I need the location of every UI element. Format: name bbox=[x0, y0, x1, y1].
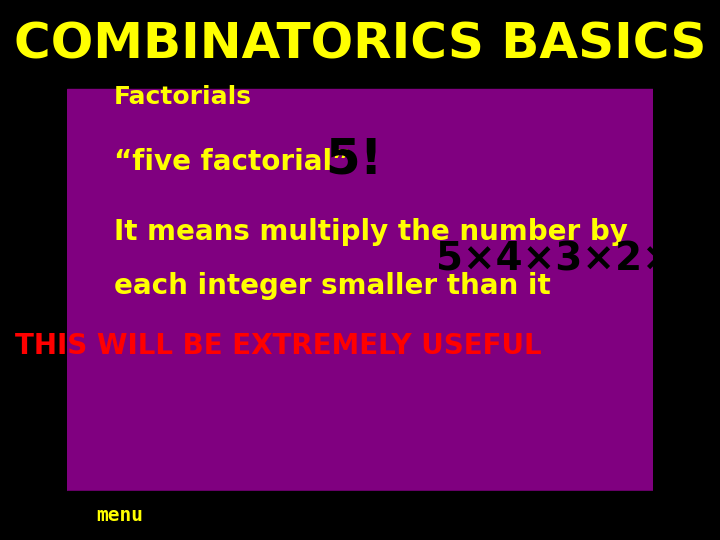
Bar bbox=[67, 491, 653, 540]
Text: THIS WILL BE EXTREMELY USEFUL: THIS WILL BE EXTREMELY USEFUL bbox=[14, 332, 541, 360]
Text: menu: menu bbox=[96, 506, 143, 525]
Text: COMBINATORICS BASICS: COMBINATORICS BASICS bbox=[14, 21, 706, 69]
Text: 5×4×3×2×1: 5×4×3×2×1 bbox=[436, 240, 702, 278]
Bar bbox=[67, 0, 653, 89]
Text: each integer smaller than it: each integer smaller than it bbox=[114, 272, 551, 300]
Text: 5!: 5! bbox=[325, 136, 382, 183]
Bar bbox=[67, 101, 653, 491]
Text: It means multiply the number by: It means multiply the number by bbox=[114, 218, 628, 246]
Text: “five factorial”: “five factorial” bbox=[114, 148, 351, 176]
Text: Factorials: Factorials bbox=[114, 85, 252, 109]
Bar bbox=[67, 89, 653, 101]
